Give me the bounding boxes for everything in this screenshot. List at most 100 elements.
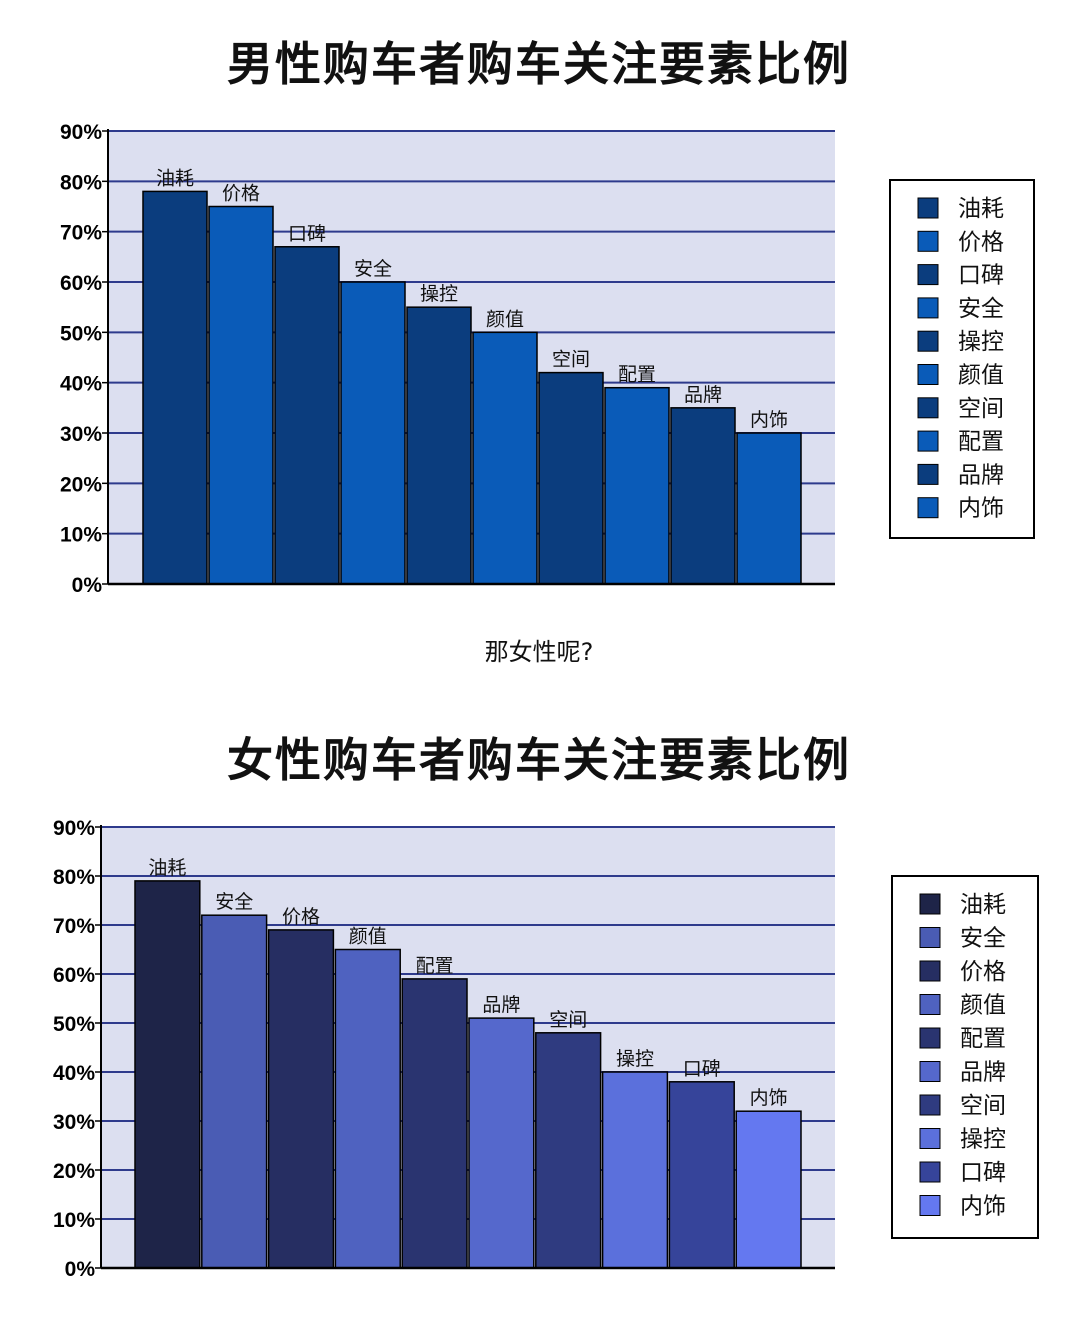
legend-swatch [917, 330, 939, 352]
legend-label: 空间 [960, 1093, 1006, 1119]
y-tick-label: 80% [60, 171, 102, 194]
y-tick-label: 40% [60, 373, 102, 396]
bar-label: 品牌 [482, 994, 520, 1016]
legend-label: 颜值 [960, 993, 1006, 1019]
legend-swatch [919, 994, 941, 1015]
bar [535, 1032, 602, 1269]
bar [668, 1081, 735, 1269]
bar-chart-male: 0%10%20%30%40%50%60%70%80%90%油耗价格口碑安全操控颜… [60, 121, 1035, 597]
bar [201, 914, 268, 1269]
bar-label: 价格 [282, 906, 320, 928]
bar [735, 1110, 802, 1269]
bar [401, 978, 468, 1269]
bar [274, 246, 340, 585]
bar-label: 颜值 [486, 308, 524, 330]
bar-chart-female: 0%10%20%30%40%50%60%70%80%90%油耗安全价格颜值配置品… [53, 817, 1039, 1281]
legend-swatch [917, 297, 939, 319]
bar [142, 190, 208, 585]
legend-label: 价格 [958, 229, 1004, 255]
legend-swatch [917, 197, 939, 219]
y-tick-label: 0% [65, 1258, 96, 1281]
legend-swatch [919, 1094, 941, 1116]
y-tick-label: 50% [60, 322, 102, 345]
legend-label: 口碑 [958, 263, 1004, 289]
chart-title-male: 男性购车者购车关注要素比例 [227, 37, 851, 91]
bar-label: 油耗 [148, 857, 186, 879]
legend-label: 内饰 [960, 1194, 1006, 1220]
bar-label: 安全 [354, 258, 392, 280]
legend-label: 安全 [958, 296, 1004, 322]
y-tick-label: 40% [53, 1062, 95, 1085]
legend-swatch [917, 463, 939, 485]
bar-label: 颜值 [349, 926, 387, 948]
legend-label: 内饰 [958, 496, 1004, 522]
bar-label: 空间 [552, 349, 590, 371]
y-tick-label: 50% [53, 1013, 95, 1036]
bar-label: 内饰 [750, 409, 788, 431]
legend-label: 配置 [958, 429, 1004, 455]
bar-label: 配置 [416, 955, 454, 977]
bar [601, 1071, 669, 1269]
bar-label: 价格 [222, 183, 260, 205]
bar [267, 929, 335, 1269]
legend-label: 价格 [960, 959, 1006, 985]
bar-label: 操控 [616, 1048, 654, 1070]
transition-text: 那女性呢? [484, 638, 594, 666]
bar [340, 281, 406, 585]
y-tick-label: 10% [60, 524, 102, 547]
legend-swatch [917, 430, 939, 452]
chart-title-female: 女性购车者购车关注要素比例 [227, 733, 851, 787]
bar-label: 油耗 [156, 167, 194, 189]
legend-swatch [919, 1195, 941, 1216]
legend-label: 口碑 [960, 1160, 1006, 1186]
legend-swatch [917, 264, 939, 286]
legend [889, 179, 1035, 539]
bar-label: 配置 [618, 364, 656, 386]
bar-label: 操控 [420, 283, 458, 305]
legend-label: 颜值 [958, 363, 1004, 389]
legend-swatch [919, 960, 941, 982]
y-tick-label: 0% [72, 574, 103, 597]
y-tick-label: 30% [60, 423, 102, 446]
y-tick-label: 60% [53, 964, 95, 987]
bar [134, 880, 201, 1269]
legend-label: 操控 [960, 1127, 1006, 1153]
bar-label: 空间 [549, 1009, 587, 1031]
y-tick-label: 90% [53, 817, 95, 840]
legend-swatch [919, 1128, 941, 1149]
legend-swatch [917, 497, 939, 519]
legend-label: 油耗 [960, 892, 1006, 918]
bar [538, 371, 604, 585]
bar [468, 1017, 535, 1269]
legend [891, 875, 1039, 1239]
bar [736, 432, 802, 585]
bar [406, 306, 472, 585]
y-tick-label: 60% [60, 272, 102, 295]
legend-label: 安全 [960, 926, 1006, 952]
legend-label: 操控 [958, 329, 1004, 355]
legend-swatch [917, 364, 939, 385]
y-tick-label: 20% [60, 473, 102, 496]
legend-label: 配置 [960, 1026, 1006, 1052]
bar-label: 安全 [215, 891, 253, 913]
y-tick-label: 70% [53, 915, 95, 938]
y-tick-label: 90% [60, 121, 102, 144]
y-tick-label: 10% [53, 1209, 95, 1232]
legend-swatch [917, 230, 939, 252]
legend-label: 油耗 [958, 196, 1004, 222]
legend-label: 品牌 [958, 462, 1004, 488]
bar [472, 331, 538, 585]
y-tick-label: 20% [53, 1160, 95, 1183]
bar-label: 口碑 [288, 223, 326, 245]
bar-label: 内饰 [750, 1087, 788, 1109]
legend-swatch [917, 397, 939, 419]
bar-label: 口碑 [683, 1058, 721, 1080]
legend-swatch [919, 1061, 941, 1082]
legend-label: 品牌 [960, 1060, 1006, 1086]
bar [334, 948, 401, 1269]
y-tick-label: 80% [53, 866, 95, 889]
legend-swatch [919, 1027, 941, 1049]
bar [604, 386, 670, 585]
y-tick-label: 70% [60, 222, 102, 245]
y-tick-label: 30% [53, 1111, 95, 1134]
